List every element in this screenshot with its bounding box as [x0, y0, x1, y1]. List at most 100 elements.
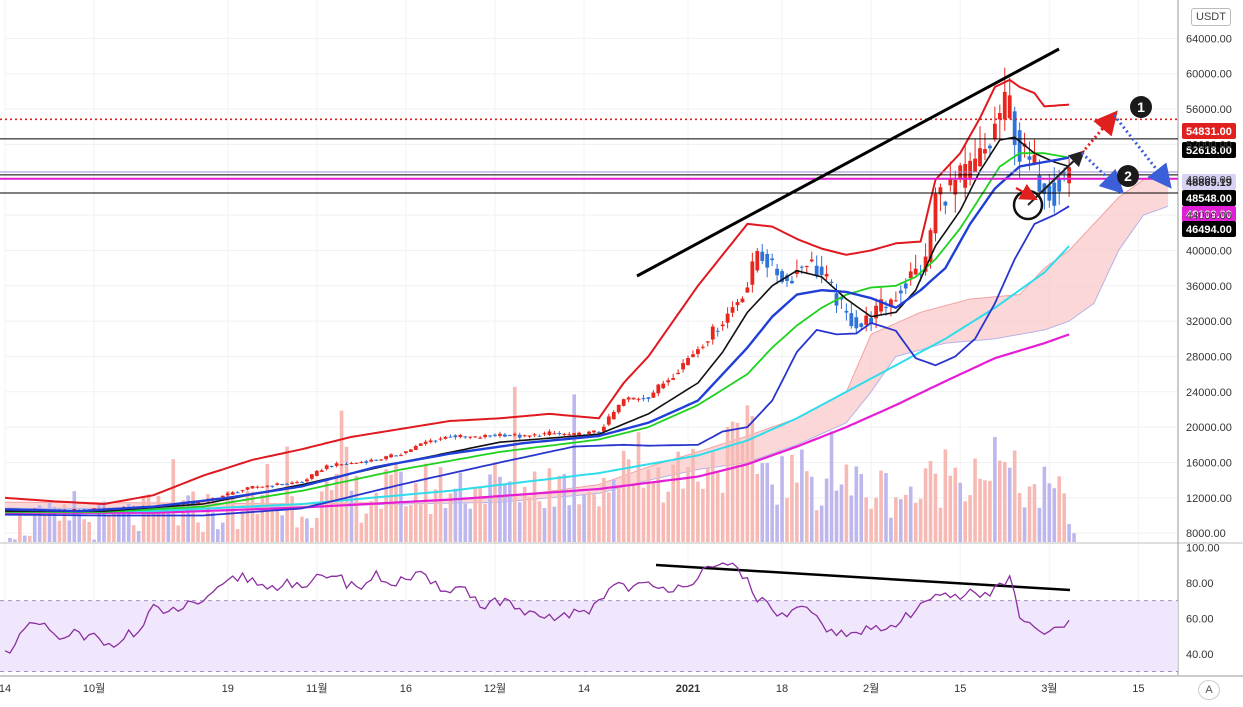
- price-tick-label: 56000.00: [1186, 104, 1232, 116]
- volume-bar: [849, 495, 854, 542]
- candle-body: [824, 273, 829, 277]
- candle-body: [403, 451, 408, 453]
- price-level-tag: [1182, 142, 1236, 158]
- candle-body: [626, 397, 631, 400]
- candle-body: [997, 113, 1002, 120]
- candle-body: [819, 266, 824, 276]
- volume-bar: [389, 474, 393, 542]
- volume-bar: [448, 493, 453, 542]
- time-tick-label: 18: [776, 683, 788, 695]
- candle-body: [413, 446, 418, 450]
- candle-body: [220, 495, 225, 498]
- candle-body: [908, 271, 913, 279]
- candle-body: [265, 485, 270, 487]
- candle-body: [948, 178, 953, 186]
- volume-bar: [126, 503, 131, 542]
- volume-bar: [750, 416, 755, 542]
- candle-body: [968, 160, 973, 180]
- candle-body: [809, 259, 814, 262]
- volume-bar: [260, 494, 265, 542]
- volume-bar: [305, 518, 309, 542]
- candle-body: [245, 487, 250, 490]
- volume-bar: [671, 464, 675, 542]
- volume-bar: [715, 472, 720, 542]
- volume-bar: [775, 504, 779, 542]
- candle-body: [463, 436, 468, 438]
- volume-bar: [646, 469, 651, 542]
- volume-bar: [869, 508, 873, 542]
- price-level-tag: [1182, 174, 1236, 190]
- candle-body: [874, 305, 878, 319]
- volume-bar: [97, 503, 101, 542]
- price-level-tag-label: 48109.00: [1186, 209, 1232, 221]
- volume-bar: [141, 496, 146, 542]
- candle-body: [433, 440, 438, 442]
- candle-body: [1062, 172, 1067, 174]
- volume-bar: [720, 492, 725, 542]
- candle-body: [963, 164, 968, 188]
- volume-bar: [473, 488, 477, 542]
- volume-bar: [483, 503, 487, 542]
- ma-black-line: [5, 136, 1070, 512]
- volume-bar: [953, 467, 958, 542]
- volume-bar: [666, 491, 671, 542]
- volume-bar: [547, 468, 552, 542]
- candle-body: [394, 455, 398, 457]
- volume-bar: [255, 514, 260, 542]
- candle-body: [359, 462, 364, 464]
- volume-bar: [463, 503, 468, 542]
- volume-bar: [785, 498, 789, 542]
- candle-body: [280, 483, 285, 485]
- volume-bar: [933, 473, 938, 542]
- auto-scale-button[interactable]: A: [1198, 680, 1220, 700]
- candle-body: [992, 123, 997, 140]
- volume-bar: [102, 501, 106, 542]
- volume-bar: [413, 483, 418, 542]
- currency-button[interactable]: USDT: [1191, 8, 1231, 26]
- candle-body: [705, 341, 710, 343]
- volume-bar: [978, 478, 982, 542]
- volume-bar: [131, 525, 136, 542]
- price-level-tag-label: 54831.00: [1186, 126, 1232, 138]
- volume-bar: [1032, 484, 1037, 542]
- volume-bar: [493, 462, 497, 542]
- volume-bar: [819, 505, 824, 542]
- candle-body: [755, 251, 760, 271]
- price-tick-label: 36000.00: [1186, 281, 1232, 293]
- candle-body: [829, 281, 834, 283]
- volume-bar: [295, 527, 299, 542]
- volume-bar: [804, 471, 809, 542]
- volume-bar: [562, 474, 567, 542]
- candle-body: [270, 485, 275, 487]
- price-tick-label: 40000.00: [1186, 245, 1232, 257]
- volume-bar: [918, 498, 923, 542]
- volume-bars: [3, 386, 1076, 542]
- volume-bar: [913, 502, 918, 542]
- candle-body: [790, 280, 794, 284]
- candle-body: [1012, 111, 1017, 146]
- volume-bar: [631, 483, 636, 542]
- volume-bar: [686, 467, 690, 542]
- volume-bar: [285, 446, 289, 542]
- candle-body: [1052, 182, 1057, 206]
- volume-bar: [478, 486, 482, 542]
- ma-magenta-line: [5, 333, 1070, 514]
- volume-bar: [1007, 467, 1012, 542]
- rsi-tick-label: 80.00: [1186, 578, 1214, 590]
- volume-bar: [616, 487, 621, 542]
- volume-bar: [1067, 523, 1071, 542]
- volume-bar: [1027, 486, 1032, 542]
- candle-body: [1017, 130, 1022, 162]
- candle-body: [725, 313, 730, 323]
- volume-bar: [1062, 493, 1066, 542]
- rsi-tick-label: 40.00: [1186, 649, 1214, 661]
- candle-body: [507, 435, 512, 437]
- candle-body: [893, 300, 898, 302]
- volume-bar: [998, 460, 1002, 542]
- volume-bar: [27, 535, 32, 542]
- volume-bar: [790, 454, 794, 542]
- price-tick-label: 44000.00: [1186, 210, 1232, 222]
- candle-body: [478, 437, 483, 439]
- volume-bar: [290, 496, 294, 542]
